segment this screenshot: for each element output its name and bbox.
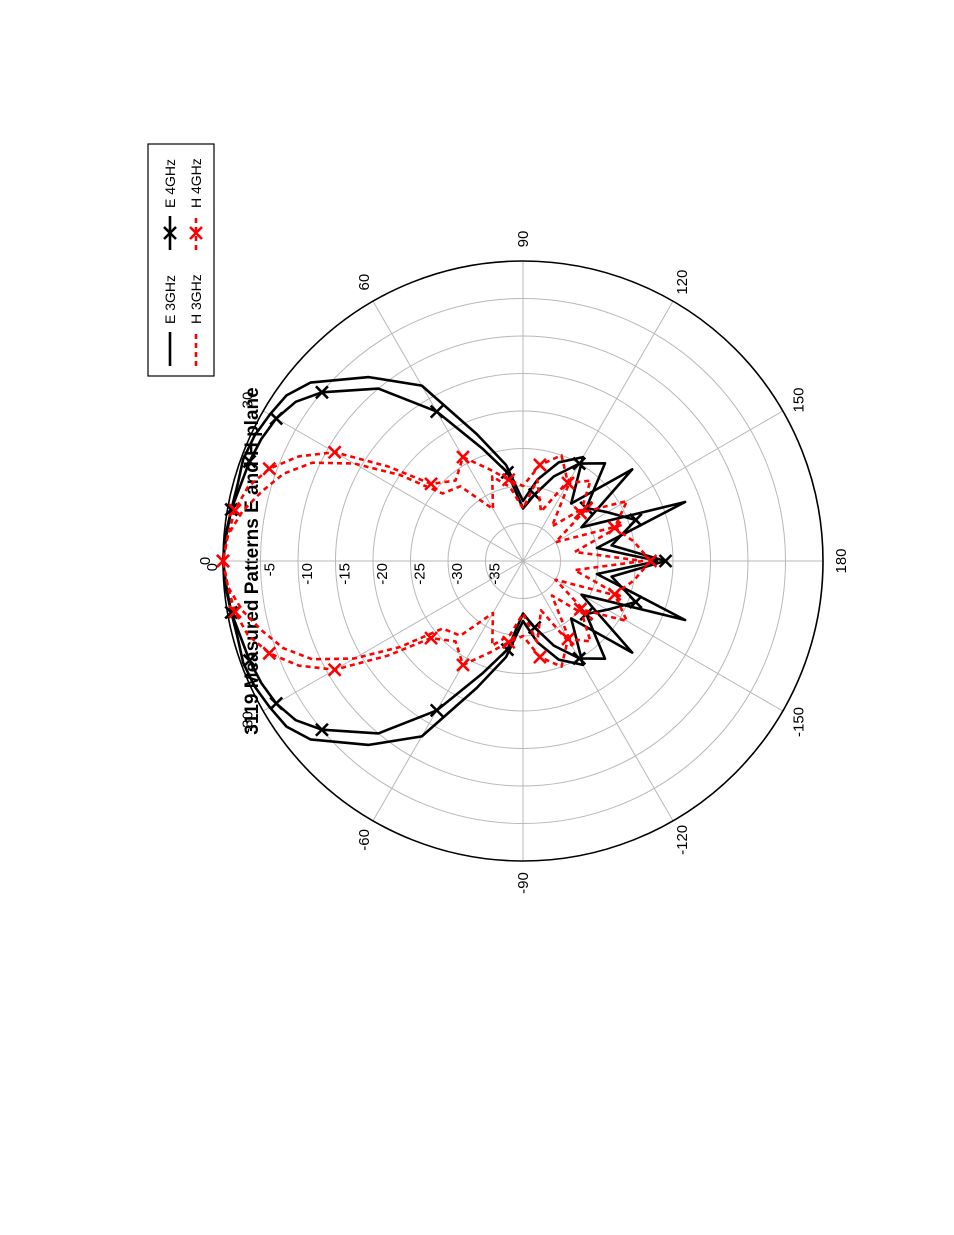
series-1-point xyxy=(572,651,587,666)
series-3-point xyxy=(561,476,575,490)
series-3-point xyxy=(573,505,588,520)
series-3-point xyxy=(607,587,622,602)
legend-entry: E 3GHz xyxy=(162,275,178,366)
series-1-point xyxy=(628,513,643,527)
series-3-point xyxy=(573,602,588,617)
legend-label: E 3GHz xyxy=(162,275,178,324)
series-3-point xyxy=(228,503,242,518)
angular-tick-label: 0 xyxy=(197,557,214,565)
angular-tick-label: 150 xyxy=(790,387,807,412)
angular-tick-label: -60 xyxy=(356,829,373,851)
polar-grid xyxy=(222,260,824,862)
series-1-point xyxy=(269,696,284,711)
series-line-2 xyxy=(221,461,644,661)
series-3-point xyxy=(228,604,242,619)
angular-tick-label: -90 xyxy=(515,872,532,894)
radial-tick-label: -25 xyxy=(412,563,429,585)
grid-spoke xyxy=(522,300,674,562)
radial-tick-label: -5 xyxy=(262,563,279,576)
series-line-3 xyxy=(221,450,652,671)
angular-tick-label: -30 xyxy=(240,711,257,733)
series-3-point xyxy=(456,658,470,672)
angular-tick-label: 120 xyxy=(674,270,691,295)
grid-spoke xyxy=(522,410,784,562)
angular-tick-label: -150 xyxy=(790,707,807,737)
radial-tick-label: -35 xyxy=(487,563,504,585)
grid-spoke xyxy=(372,560,524,822)
series-3-point xyxy=(262,461,277,476)
series-1-point xyxy=(429,703,444,718)
legend-label: H 3GHz xyxy=(188,274,204,324)
series-3-point xyxy=(262,646,277,661)
legend-label: H 4GHz xyxy=(188,158,204,208)
series-3-point xyxy=(327,445,342,460)
legend-box xyxy=(147,143,215,377)
legend-entry: H 3GHz xyxy=(188,274,204,366)
radial-tick-label: -20 xyxy=(374,563,391,585)
series-3-point xyxy=(424,631,438,646)
series-1-point xyxy=(314,385,329,400)
series-layer xyxy=(216,375,687,747)
angular-tick-label: 30 xyxy=(240,392,257,409)
series-3-point xyxy=(501,472,516,487)
series-1-point xyxy=(314,722,329,737)
tick-labels: 0 30 60 90 120 150 180 -150 -120 -90 -60 -30 0 -5 -10 -… xyxy=(197,231,850,894)
angular-tick-label: 180 xyxy=(833,548,850,573)
series-1-point xyxy=(572,456,587,471)
series-3-point xyxy=(533,650,547,664)
series-1-point xyxy=(429,404,444,419)
series-1-point xyxy=(628,595,643,609)
series-3-point xyxy=(327,662,342,677)
series-3-point xyxy=(456,450,470,464)
angular-tick-label: 90 xyxy=(515,231,532,248)
series-3-point xyxy=(533,458,547,472)
grid-spoke xyxy=(262,410,524,562)
grid-spoke xyxy=(372,300,524,562)
grid-spoke xyxy=(522,560,784,712)
series-3-point xyxy=(561,632,575,646)
series-1-point xyxy=(658,554,673,568)
radial-tick-label: -15 xyxy=(337,563,354,585)
series-1-point xyxy=(269,411,284,426)
radial-tick-label: -30 xyxy=(449,563,466,585)
legend: E 3GHz E 4GHz H 3GHz H 4GHz xyxy=(147,143,215,377)
series-3-point xyxy=(216,554,230,568)
radial-tick-label: -10 xyxy=(299,563,316,585)
series-1-point xyxy=(242,653,257,668)
radial-tick-label: 0 xyxy=(204,563,221,571)
angular-tick-label: -120 xyxy=(674,825,691,855)
series-3-point xyxy=(643,554,658,568)
series-3-point xyxy=(501,635,516,650)
series-3-point xyxy=(424,476,438,491)
legend-entry: H 4GHz xyxy=(188,158,204,250)
angular-tick-label: 60 xyxy=(356,274,373,291)
legend-label: E 4GHz xyxy=(162,159,178,208)
grid-spoke xyxy=(522,560,674,822)
grid-spoke xyxy=(262,560,524,712)
legend-entry: E 4GHz xyxy=(162,159,178,250)
series-1-point xyxy=(242,454,257,469)
series-3-point xyxy=(607,520,622,535)
